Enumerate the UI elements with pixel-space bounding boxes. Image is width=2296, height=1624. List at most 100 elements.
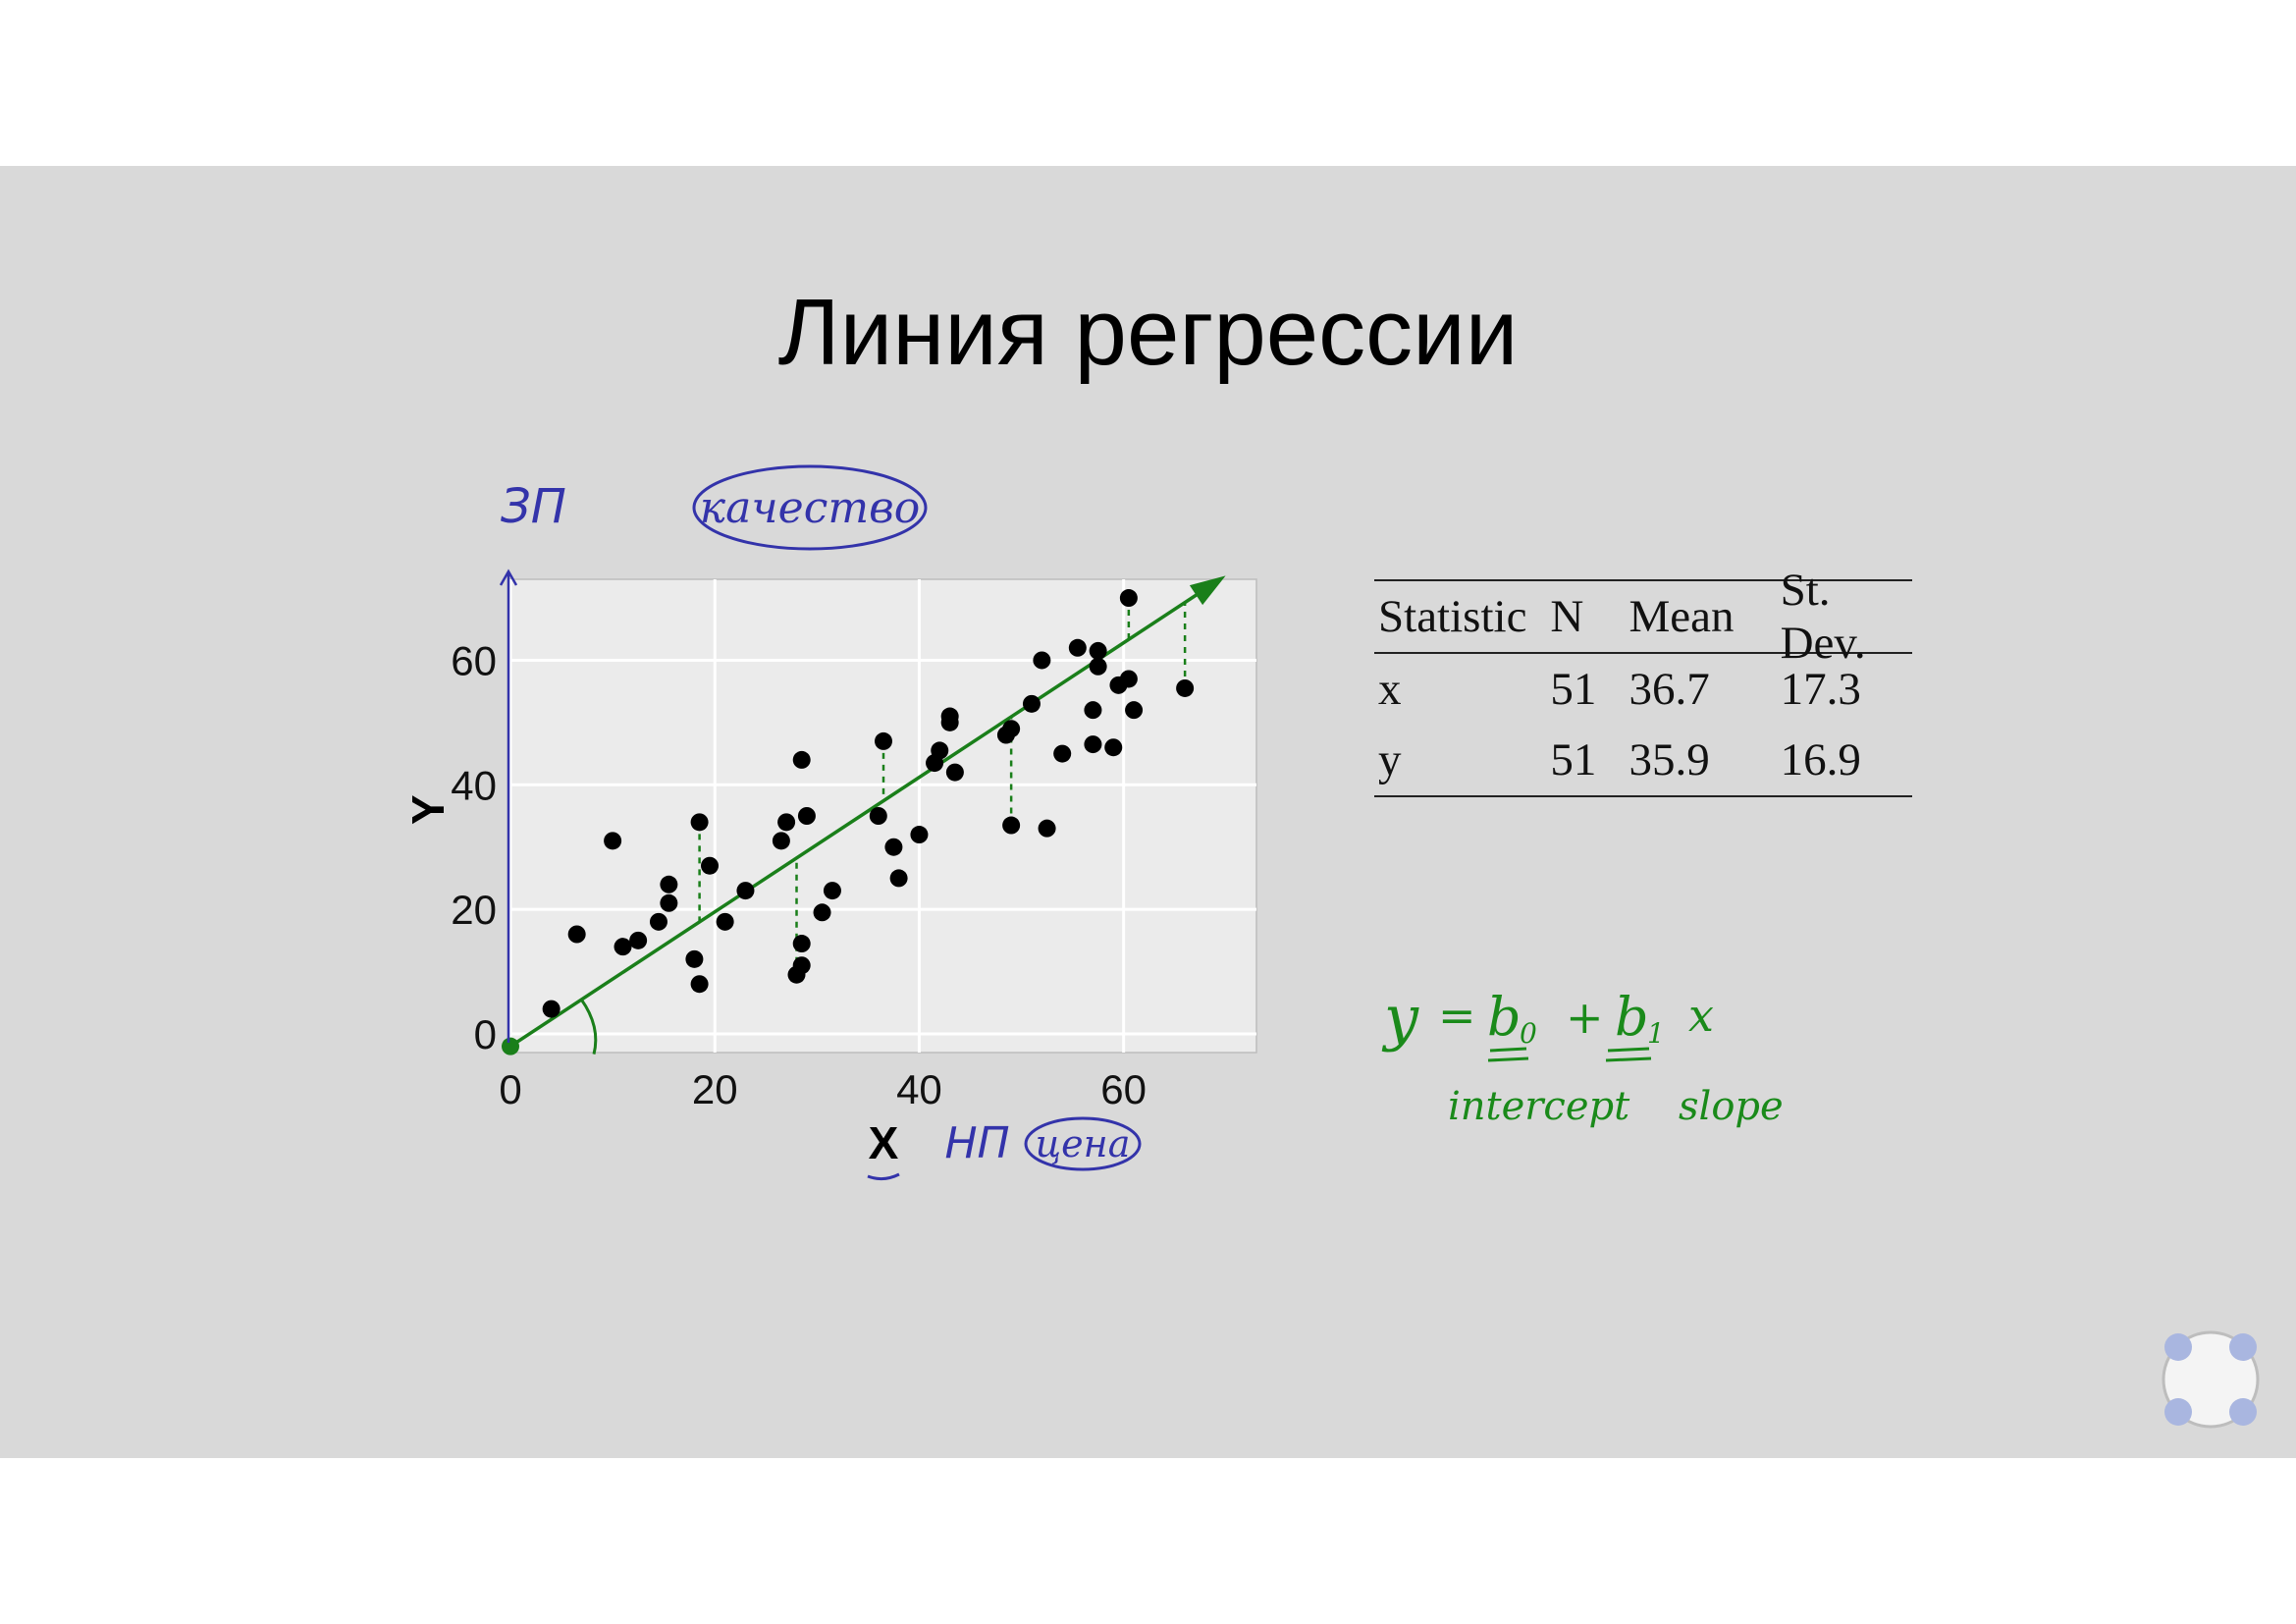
formula-equals: =: [1438, 989, 1476, 1042]
data-point: [823, 882, 841, 900]
data-point: [792, 750, 811, 769]
formula-b1-subscript: 1: [1647, 1017, 1665, 1050]
data-point: [1084, 701, 1102, 720]
y-tick-label: 0: [474, 1011, 497, 1057]
data-point: [1089, 641, 1107, 660]
data-point: [1038, 819, 1056, 838]
slide-title: Линия регрессии: [777, 280, 1519, 385]
data-point: [1089, 657, 1107, 676]
table-cell: x: [1378, 664, 1402, 715]
data-point: [940, 707, 959, 726]
data-point: [1125, 701, 1144, 720]
data-point: [884, 838, 903, 856]
data-point: [792, 956, 811, 975]
data-point: [945, 763, 964, 782]
data-point: [772, 832, 790, 850]
data-point: [567, 925, 586, 944]
formula-b1: b: [1615, 986, 1649, 1048]
summary-statistics-table: Statistic N Mean St. Dev. x 51 36.7 17.3…: [1374, 565, 1914, 797]
x-axis-note-circled: цена: [1036, 1122, 1131, 1165]
x-label-underline: [867, 1172, 900, 1181]
data-point: [604, 832, 622, 850]
table-row: x 51 36.7 17.3: [1374, 654, 1914, 725]
data-point: [542, 1000, 561, 1018]
scatter-plot: 0 20 40 60 0 20 40 60 X Y ЗП качество НП цена: [402, 464, 1257, 1181]
formula-b0-subscript: 0: [1520, 1017, 1537, 1050]
y-tick-label: 60: [451, 637, 497, 683]
four-dots-menu-icon[interactable]: [2159, 1327, 2263, 1432]
data-point: [1002, 816, 1021, 835]
formula-x: x: [1688, 989, 1714, 1042]
table-header-row: Statistic N Mean St. Dev.: [1374, 565, 1914, 669]
y-tick-label: 40: [451, 762, 497, 808]
data-point: [1176, 678, 1195, 697]
data-point: [1022, 694, 1041, 713]
data-point: [629, 931, 648, 949]
table-cell: 36.7: [1629, 664, 1710, 715]
data-point: [1033, 651, 1051, 670]
x-axis-title: X: [869, 1117, 899, 1168]
data-point: [869, 807, 887, 825]
data-point: [685, 949, 704, 968]
table-header-rule: [1374, 652, 1912, 654]
b1-underline: [1605, 1047, 1652, 1062]
intercept-label: intercept: [1448, 1084, 1630, 1129]
data-point: [1068, 638, 1087, 657]
regression-arrowhead: [1189, 575, 1226, 606]
x-tick-label: 0: [499, 1066, 521, 1112]
data-point: [792, 935, 811, 953]
y-axis-arrow-icon: [499, 568, 518, 1043]
data-point: [889, 869, 908, 888]
b0-underline: [1487, 1047, 1529, 1062]
y-tick-label: 20: [451, 887, 497, 933]
table-header-cell: St. Dev.: [1780, 565, 1866, 669]
y-note-circle: [692, 464, 928, 551]
data-point: [875, 731, 892, 750]
x-axis-note: НП: [944, 1118, 1009, 1168]
data-point: [502, 1037, 519, 1056]
data-point: [1119, 589, 1138, 608]
data-point: [931, 741, 949, 760]
slope-angle-arc: [579, 998, 598, 1056]
data-point: [701, 856, 720, 875]
table-cell: 16.9: [1780, 734, 1861, 785]
y-axis-note-circled: качество: [700, 483, 920, 533]
slope-label: slope: [1679, 1084, 1784, 1129]
table-cell: 17.3: [1780, 664, 1861, 715]
data-point: [797, 807, 816, 825]
x-tick-label: 20: [692, 1066, 738, 1112]
formula-plus: +: [1566, 991, 1604, 1044]
table-header-cell: N: [1550, 591, 1584, 642]
table-row: y 51 35.9 16.9: [1374, 725, 1914, 795]
table-header-cell: Mean: [1629, 591, 1735, 642]
data-point: [1002, 720, 1021, 738]
x-tick-label: 60: [1100, 1066, 1147, 1112]
x-note-circle: [1024, 1116, 1142, 1171]
data-point: [716, 912, 734, 931]
data-point: [660, 875, 678, 893]
data-point: [614, 938, 632, 956]
data-point: [1084, 735, 1102, 754]
x-tick-label: 40: [896, 1066, 942, 1112]
data-point: [649, 912, 667, 931]
table-cell: y: [1378, 734, 1402, 785]
data-point: [1053, 744, 1072, 763]
data-point: [690, 813, 709, 832]
y-axis-note: ЗП: [501, 479, 566, 534]
formula-y: y: [1381, 982, 1419, 1054]
data-point: [660, 893, 678, 912]
table-top-rule: [1374, 579, 1912, 581]
data-point: [777, 813, 796, 832]
data-point: [813, 903, 831, 922]
table-header-cell: Statistic: [1378, 591, 1527, 642]
data-point: [1104, 738, 1123, 757]
table-cell: 51: [1550, 734, 1597, 785]
table-cell: 35.9: [1629, 734, 1710, 785]
y-axis-title: Y: [402, 794, 454, 825]
data-point: [1119, 670, 1138, 688]
data-point: [736, 882, 755, 900]
table-bottom-rule: [1374, 795, 1912, 797]
handwritten-formula: y = b 0 + b 1 x intercept slope: [1381, 982, 1784, 1129]
data-point: [910, 826, 929, 844]
data-point: [690, 975, 709, 994]
